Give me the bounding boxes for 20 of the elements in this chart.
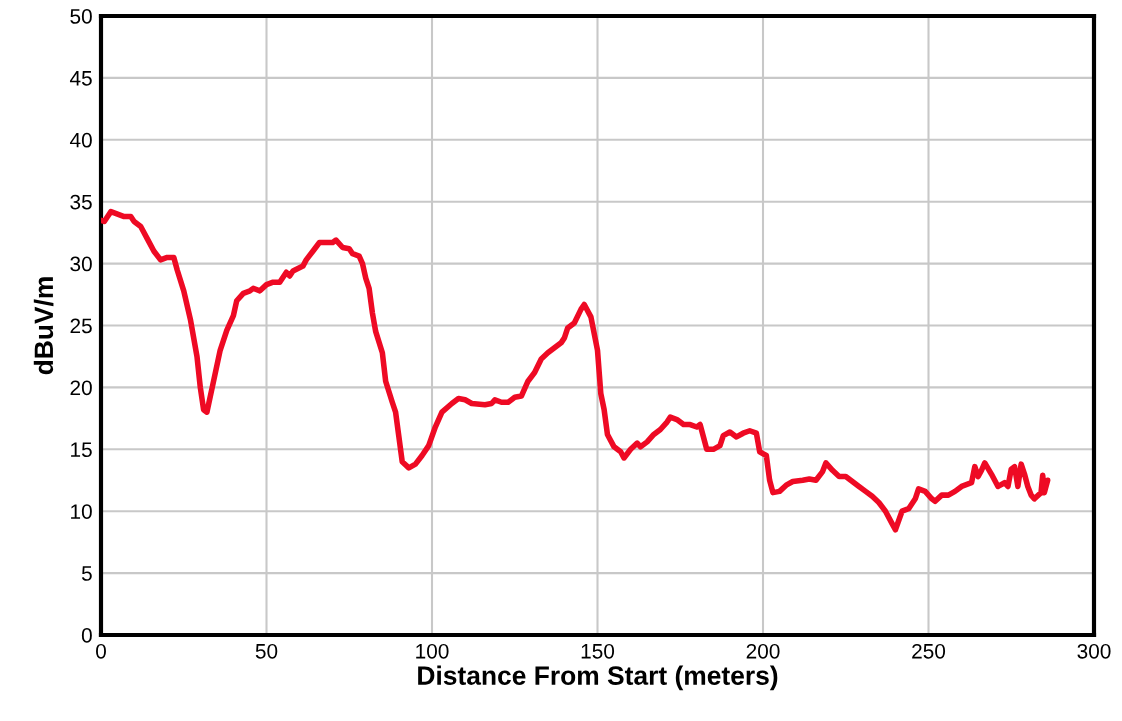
y-tick-label: 25 bbox=[70, 318, 92, 334]
x-tick-label: 100 bbox=[416, 643, 449, 659]
x-tick-label: 150 bbox=[581, 643, 615, 659]
y-tick-label: 45 bbox=[69, 71, 92, 86]
y-axis-title: dBuV/m bbox=[33, 277, 54, 375]
y-tick-label: 5 bbox=[81, 566, 92, 581]
x-tick-label: 200 bbox=[746, 643, 780, 659]
y-tick-label: 20 bbox=[70, 380, 92, 396]
y-tick-label: 35 bbox=[70, 194, 92, 210]
y-tick-label: 15 bbox=[71, 442, 92, 458]
x-axis-title: Distance From Start (meters) bbox=[418, 665, 778, 691]
y-tick-label: 0 bbox=[81, 628, 92, 643]
x-tick-label: 0 bbox=[96, 643, 106, 659]
x-tick-label: 50 bbox=[255, 643, 278, 659]
y-tick-label: 30 bbox=[70, 256, 92, 272]
x-tick-label: 250 bbox=[912, 643, 946, 659]
x-tick-label: 300 bbox=[1077, 643, 1111, 659]
y-tick-label: 40 bbox=[69, 132, 92, 148]
y-tick-label: 10 bbox=[71, 504, 92, 519]
y-tick-label: 50 bbox=[70, 9, 92, 24]
